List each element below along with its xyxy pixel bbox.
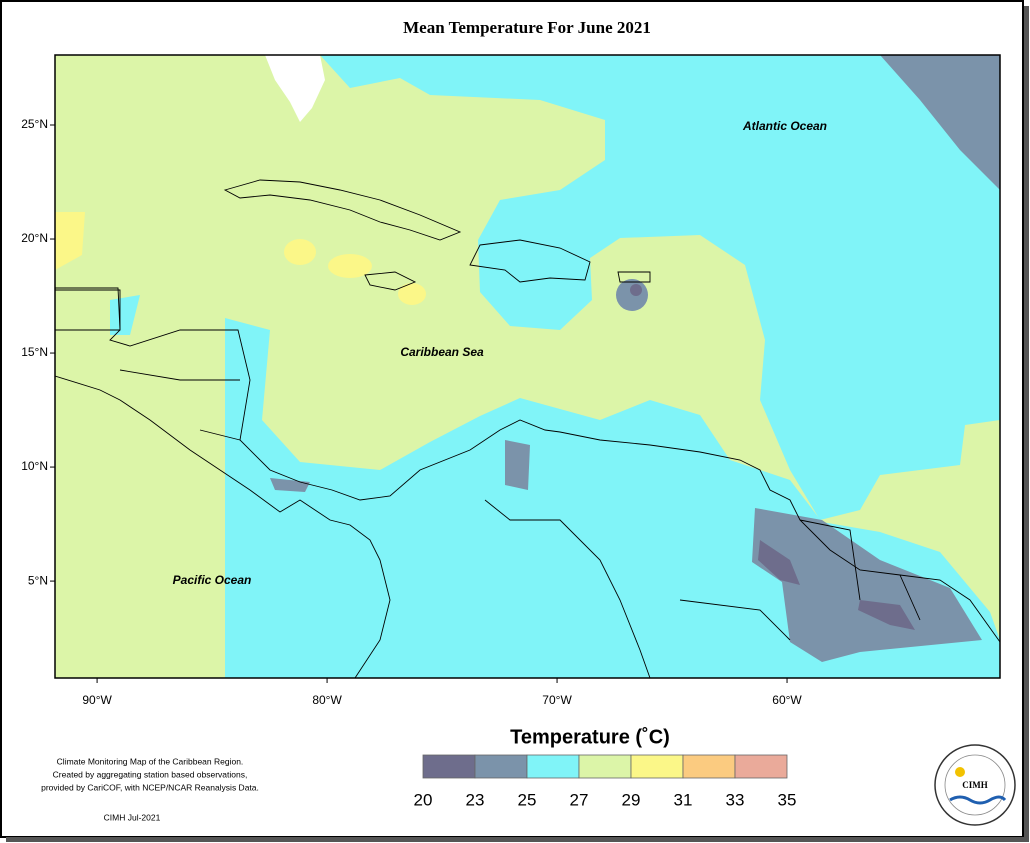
lat-tick-label: 25°N: [21, 117, 48, 131]
island: [469, 239, 591, 283]
field: [110, 295, 140, 335]
field: [880, 55, 1000, 190]
footnote: Created by aggregating station based obs…: [53, 769, 248, 779]
frame-shadow: [1024, 6, 1029, 840]
lon-tick-label: 70°W: [542, 693, 572, 707]
ocean-label: Pacific Ocean: [173, 573, 252, 587]
footnote: Climate Monitoring Map of the Caribbean …: [57, 756, 244, 766]
footnote: provided by CariCOF, with NCEP/NCAR Rean…: [41, 782, 259, 792]
border: [119, 369, 921, 678]
legend-title: Temperature (˚C): [510, 725, 670, 748]
island: [55, 289, 121, 331]
legend-swatch: [682, 754, 736, 779]
legend-tick-label: 25: [518, 790, 537, 809]
field: [55, 212, 85, 270]
legend-tick-label: 31: [674, 790, 693, 809]
island: [223, 179, 462, 241]
field: [758, 540, 915, 630]
lon-tick-label: 90°W: [82, 693, 112, 707]
title: Mean Temperature For June 2021: [403, 18, 651, 37]
field: [284, 239, 316, 265]
ocean-label: Caribbean Sea: [400, 345, 484, 359]
legend-swatch: [578, 754, 632, 779]
field: [270, 440, 530, 492]
field: [320, 55, 1000, 520]
legend-swatch: [734, 754, 788, 779]
legend-tick-label: 29: [622, 790, 641, 809]
field: [328, 254, 372, 278]
legend-swatch: [474, 754, 528, 779]
map-field: [55, 55, 1000, 678]
land: [265, 55, 325, 122]
lat-tick-label: 15°N: [21, 345, 48, 359]
field: [616, 279, 648, 311]
lat-tick-label: 10°N: [21, 459, 48, 473]
legend-swatch: [422, 754, 476, 779]
ocean-label: Atlantic Ocean: [742, 119, 827, 133]
map-border: [54, 54, 1001, 679]
legend-tick-label: 35: [778, 790, 797, 809]
frame-shadow: [6, 837, 1029, 842]
land: [55, 287, 1000, 678]
island: [617, 271, 651, 283]
legend-tick-label: 27: [570, 790, 589, 809]
field: [630, 284, 642, 296]
logo-waves: [949, 795, 1007, 805]
lon-tick-label: 80°W: [312, 693, 342, 707]
legend-tick-label: 33: [726, 790, 745, 809]
logo: [934, 744, 1016, 826]
logo: [944, 754, 1006, 816]
lon-tick-label: 60°W: [772, 693, 802, 707]
logo-text: CIMH: [962, 780, 988, 790]
lat-tick-label: 20°N: [21, 231, 48, 245]
lat-tick-label: 5°N: [28, 573, 48, 587]
legend-tick-label: 23: [466, 790, 485, 809]
field: [398, 283, 426, 305]
credit: CIMH Jul-2021: [104, 812, 161, 822]
logo-sun: [955, 767, 965, 777]
island: [364, 271, 417, 291]
legend-swatch: [630, 754, 684, 779]
legend-tick-label: 20: [414, 790, 433, 809]
field: [752, 508, 982, 662]
legend-swatch: [526, 754, 580, 779]
